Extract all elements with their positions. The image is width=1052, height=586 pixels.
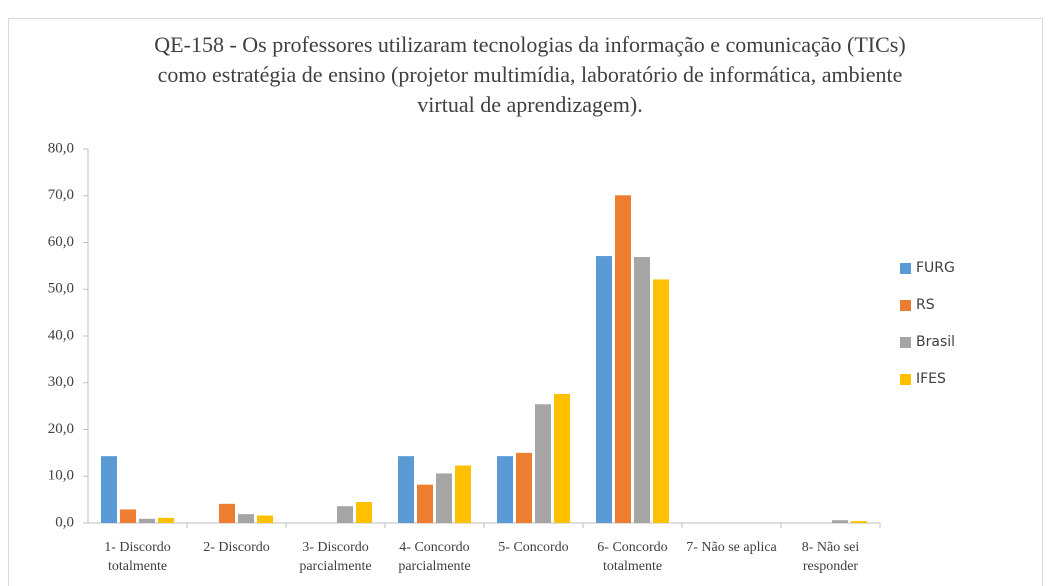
bar (596, 256, 612, 523)
y-tick-label: 0,0 (55, 514, 74, 530)
y-tick-label: 20,0 (48, 421, 74, 437)
legend-label: FURG (916, 260, 955, 276)
bar (257, 515, 273, 523)
legend-label: Brasil (916, 334, 955, 350)
bar (535, 404, 551, 523)
chart-title: QE-158 - Os professores utilizaram tecno… (154, 32, 906, 117)
x-tick-label: 5- Concordo (498, 540, 569, 555)
x-tick-label: 3- Discordo parcialmente (299, 540, 372, 574)
bar (832, 520, 848, 523)
bar (436, 473, 452, 523)
y-tick-label: 30,0 (48, 374, 74, 390)
x-tick-label: 4- Concordo parcialmente (398, 540, 471, 574)
bar (337, 506, 353, 523)
legend-swatch (900, 337, 911, 348)
y-tick-label: 70,0 (48, 187, 74, 203)
bar (101, 456, 117, 523)
bar (615, 195, 631, 523)
legend-label: IFES (916, 371, 946, 387)
legend-label: RS (916, 297, 935, 313)
bar (219, 503, 235, 523)
bar (516, 452, 532, 523)
x-tick-label: 6- Concordo totalmente (597, 540, 668, 574)
bar (398, 456, 414, 523)
bar (356, 501, 372, 523)
legend-swatch (900, 263, 911, 274)
y-tick-label: 50,0 (48, 281, 74, 297)
x-tick-label: 2- Discordo (203, 540, 270, 555)
bar (851, 521, 867, 523)
bar (455, 465, 471, 523)
bar (417, 484, 433, 523)
y-tick-label: 60,0 (48, 234, 74, 250)
x-tick-label: 1- Discordo totalmente (104, 540, 171, 574)
legend-swatch (900, 374, 911, 385)
y-tick-label: 80,0 (48, 140, 74, 156)
x-tick-label: 7- Não se aplica (686, 540, 777, 555)
bar (139, 518, 155, 523)
bar (634, 256, 650, 523)
bar (497, 456, 513, 523)
bar (238, 514, 254, 523)
bar (554, 393, 570, 523)
bar (158, 517, 174, 523)
chart-border (8, 18, 1043, 586)
legend-swatch (900, 300, 911, 311)
bar (653, 279, 669, 523)
bar (120, 509, 136, 523)
x-tick-label: 8- Não sei responder (801, 540, 860, 574)
y-tick-label: 10,0 (48, 468, 74, 484)
y-tick-label: 40,0 (48, 327, 74, 343)
